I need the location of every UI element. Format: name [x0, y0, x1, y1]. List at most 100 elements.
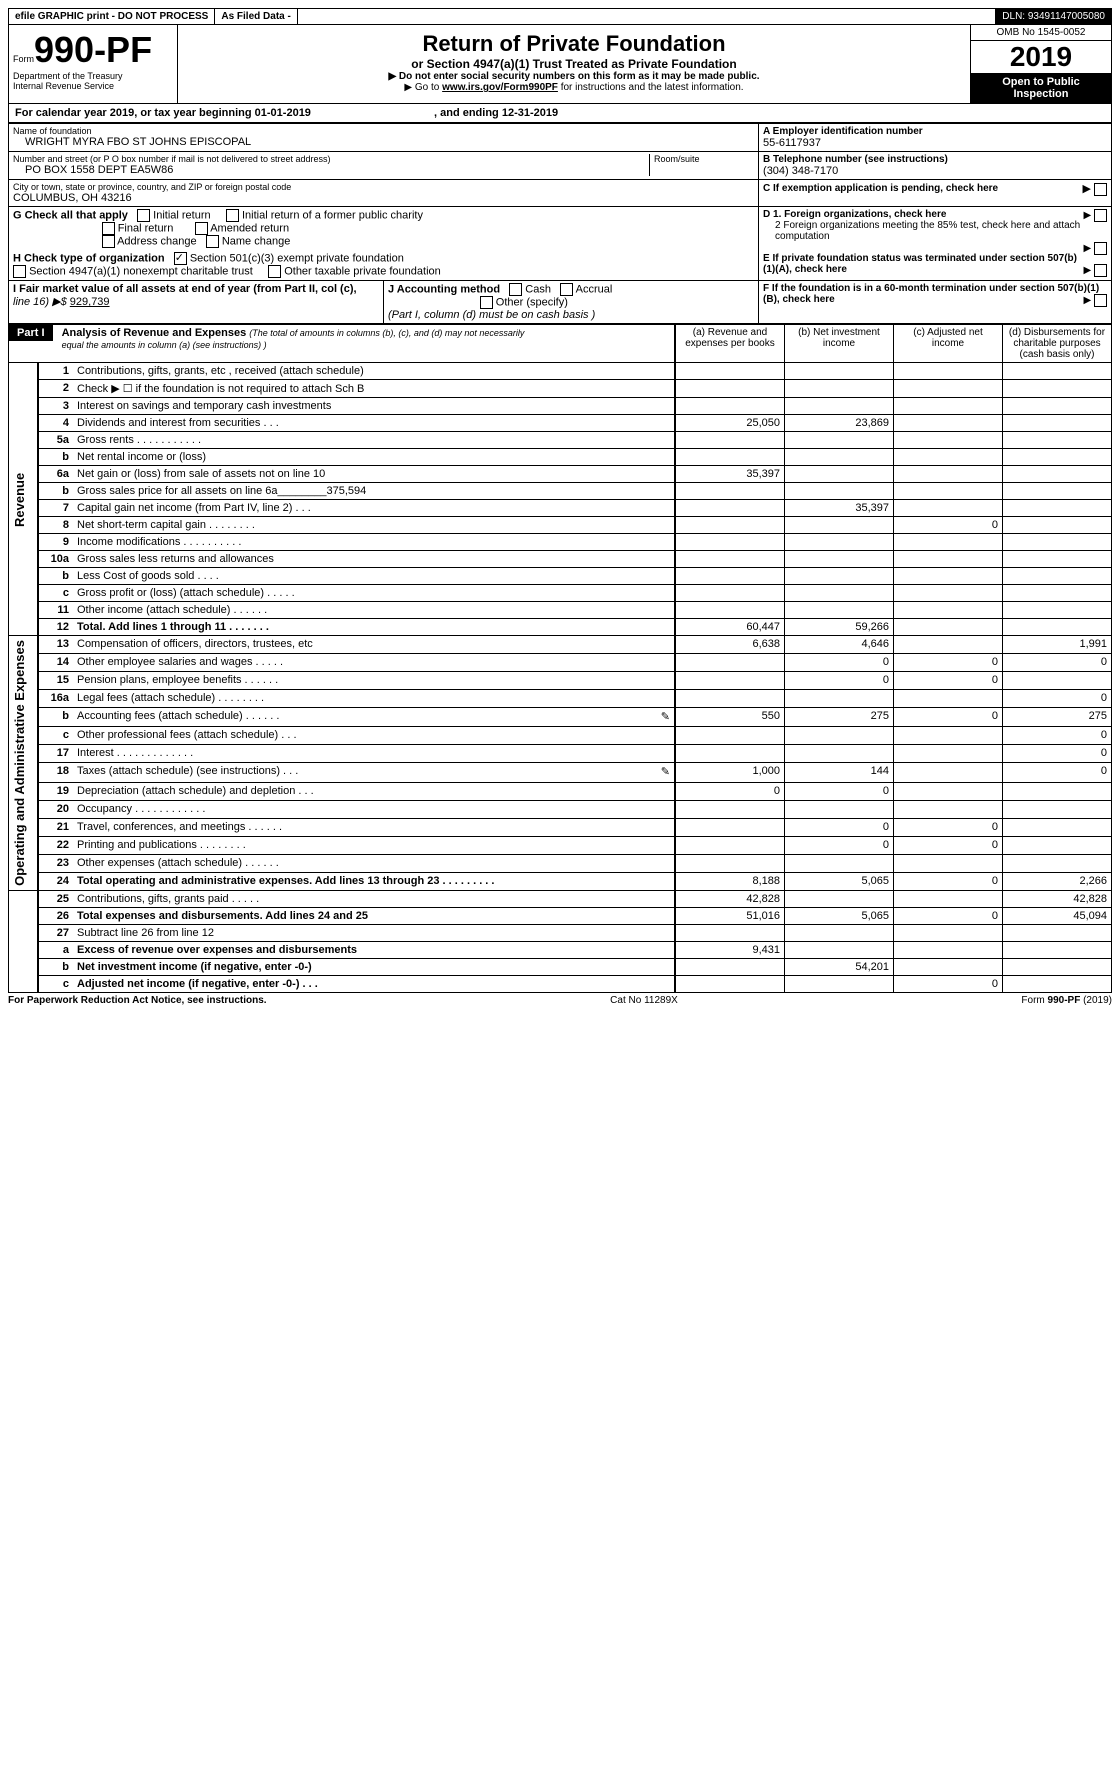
amt-cell: 0 [894, 975, 1003, 992]
table-row: 3Interest on savings and temporary cash … [9, 398, 1112, 415]
amt-cell [675, 534, 785, 551]
c-label: C If exemption application is pending, c… [763, 183, 998, 194]
amt-cell [894, 763, 1003, 782]
amt-cell: 0 [894, 672, 1003, 690]
g-name-checkbox[interactable] [206, 235, 219, 248]
amt-cell: 0 [894, 517, 1003, 534]
amt-cell [675, 568, 785, 585]
inst2-link[interactable]: www.irs.gov/Form990PF [442, 82, 558, 93]
amt-cell [675, 672, 785, 690]
row-num: b [38, 568, 73, 585]
e-checkbox[interactable] [1094, 264, 1107, 277]
table-row: Operating and Administrative Expenses13C… [9, 636, 1112, 654]
amt-cell [1003, 602, 1112, 619]
j-accrual-checkbox[interactable] [560, 283, 573, 296]
amt-cell: 0 [1003, 763, 1112, 782]
fmv-value: 929,739 [70, 296, 110, 308]
amt-cell [675, 432, 785, 449]
row-num: 27 [38, 924, 73, 941]
row-num: 12 [38, 619, 73, 636]
amt-cell [894, 466, 1003, 483]
amt-cell [785, 975, 894, 992]
form-title: Return of Private Foundation [184, 31, 964, 57]
h-501c3-checkbox[interactable] [174, 252, 187, 265]
amt-cell: 4,646 [785, 636, 894, 654]
form-number: 990-PF [34, 29, 152, 70]
amt-cell [1003, 672, 1112, 690]
table-row: 8Net short-term capital gain . . . . . .… [9, 517, 1112, 534]
row-desc: Net short-term capital gain . . . . . . … [73, 517, 675, 534]
amt-cell [894, 745, 1003, 763]
d1-checkbox[interactable] [1094, 209, 1107, 222]
amt-cell [675, 500, 785, 517]
row-num: 22 [38, 836, 73, 854]
row-num: c [38, 975, 73, 992]
amt-cell [785, 398, 894, 415]
col-c-header: (c) Adjusted net income [894, 325, 1003, 363]
c-checkbox[interactable] [1094, 183, 1107, 196]
table-row: 10aGross sales less returns and allowanc… [9, 551, 1112, 568]
row-num: 14 [38, 654, 73, 672]
amt-cell [675, 924, 785, 941]
amt-cell [675, 745, 785, 763]
row-desc: Occupancy . . . . . . . . . . . . [73, 800, 675, 818]
g-initial-checkbox[interactable] [137, 209, 150, 222]
table-row: 22Printing and publications . . . . . . … [9, 836, 1112, 854]
name-label: Name of foundation [13, 126, 754, 136]
row-num: 3 [38, 398, 73, 415]
amt-cell [785, 854, 894, 872]
h-other-checkbox[interactable] [268, 265, 281, 278]
amt-cell [894, 363, 1003, 380]
row-num: 4 [38, 415, 73, 432]
j-cash-checkbox[interactable] [509, 283, 522, 296]
calendar-year-row: For calendar year 2019, or tax year begi… [8, 104, 1112, 123]
dln-box: DLN: 93491147005080 [996, 9, 1111, 24]
g-final-checkbox[interactable] [102, 222, 115, 235]
amt-cell: 9,431 [675, 941, 785, 958]
amt-cell [675, 602, 785, 619]
amt-cell [894, 432, 1003, 449]
amt-cell [1003, 836, 1112, 854]
g-former-checkbox[interactable] [226, 209, 239, 222]
g-address-checkbox[interactable] [102, 235, 115, 248]
h-4947-checkbox[interactable] [13, 265, 26, 278]
amt-cell [785, 585, 894, 602]
amt-cell [894, 727, 1003, 745]
row-desc: Other expenses (attach schedule) . . . .… [73, 854, 675, 872]
amt-cell: 54,201 [785, 958, 894, 975]
j-other-checkbox[interactable] [480, 296, 493, 309]
amt-cell [894, 890, 1003, 907]
cal-begin: 01-01-2019 [255, 107, 311, 119]
f-checkbox[interactable] [1094, 294, 1107, 307]
table-row: 25Contributions, gifts, grants paid . . … [9, 890, 1112, 907]
amt-cell [1003, 466, 1112, 483]
amt-cell [785, 800, 894, 818]
row-desc: Gross profit or (loss) (attach schedule)… [73, 585, 675, 602]
entity-table: Name of foundation WRIGHT MYRA FBO ST JO… [8, 123, 1112, 324]
row-desc: Excess of revenue over expenses and disb… [73, 941, 675, 958]
amt-cell [894, 534, 1003, 551]
table-row: 4Dividends and interest from securities … [9, 415, 1112, 432]
amt-cell [894, 568, 1003, 585]
amt-cell [785, 466, 894, 483]
d2-checkbox[interactable] [1094, 242, 1107, 255]
amt-cell [894, 782, 1003, 800]
amt-cell [1003, 941, 1112, 958]
amt-cell [894, 690, 1003, 708]
amt-cell: 275 [1003, 708, 1112, 727]
row-num: 7 [38, 500, 73, 517]
row-num: 10a [38, 551, 73, 568]
amt-cell: 0 [675, 782, 785, 800]
a-label: A Employer identification number [763, 126, 1107, 137]
row-num: 8 [38, 517, 73, 534]
d1-label: D 1. Foreign organizations, check here [763, 209, 946, 220]
row-desc: Taxes (attach schedule) (see instruction… [73, 763, 675, 782]
row-desc: Total. Add lines 1 through 11 . . . . . … [73, 619, 675, 636]
amt-cell [785, 727, 894, 745]
j-note: (Part I, column (d) must be on cash basi… [388, 309, 595, 321]
amt-cell: 144 [785, 763, 894, 782]
g-amended-checkbox[interactable] [195, 222, 208, 235]
amt-cell [894, 380, 1003, 398]
amt-cell [1003, 551, 1112, 568]
table-row: cGross profit or (loss) (attach schedule… [9, 585, 1112, 602]
